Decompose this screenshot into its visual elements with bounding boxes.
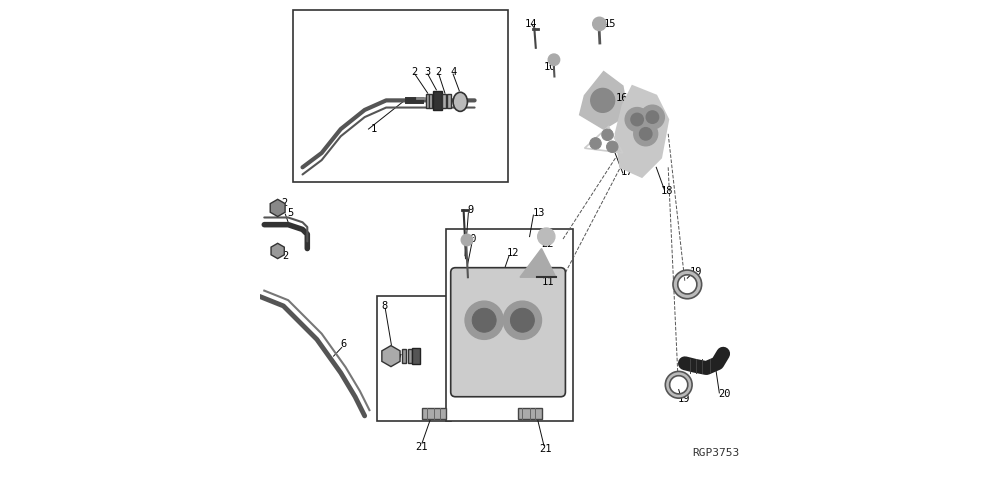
Text: 9: 9 <box>468 206 474 215</box>
Circle shape <box>592 17 606 31</box>
Text: 14: 14 <box>524 19 537 29</box>
Polygon shape <box>520 249 556 277</box>
Text: 18: 18 <box>661 186 674 196</box>
Bar <box>403 349 406 363</box>
Text: 16: 16 <box>615 93 628 103</box>
Bar <box>446 229 572 421</box>
Circle shape <box>537 228 555 245</box>
Text: 12: 12 <box>507 249 519 258</box>
Circle shape <box>465 301 503 339</box>
Text: 21: 21 <box>539 445 551 454</box>
Text: 8: 8 <box>382 301 388 311</box>
Circle shape <box>548 54 559 65</box>
Text: 19: 19 <box>690 268 702 277</box>
Text: 6: 6 <box>341 339 347 349</box>
Circle shape <box>634 122 658 146</box>
Text: 5: 5 <box>287 208 293 217</box>
Bar <box>422 408 446 419</box>
Circle shape <box>473 308 497 332</box>
Polygon shape <box>615 86 668 177</box>
Text: 13: 13 <box>532 208 545 217</box>
Circle shape <box>591 88 615 112</box>
Bar <box>413 348 420 364</box>
Circle shape <box>462 234 473 246</box>
Circle shape <box>503 301 541 339</box>
Text: 11: 11 <box>541 277 554 287</box>
Circle shape <box>631 113 643 126</box>
Text: 19: 19 <box>678 394 690 404</box>
Bar <box>517 408 541 419</box>
Ellipse shape <box>453 92 468 111</box>
Text: 7: 7 <box>396 354 402 363</box>
Circle shape <box>625 108 649 131</box>
Text: 4: 4 <box>451 67 457 76</box>
Bar <box>377 296 451 421</box>
Text: 10: 10 <box>465 234 478 244</box>
Circle shape <box>602 129 613 141</box>
Circle shape <box>606 141 618 152</box>
FancyBboxPatch shape <box>451 268 565 397</box>
Text: 2: 2 <box>281 198 288 208</box>
Circle shape <box>590 138 601 149</box>
Text: 2: 2 <box>412 67 418 76</box>
Bar <box>293 10 508 182</box>
Text: 10: 10 <box>544 62 556 72</box>
Text: 21: 21 <box>415 442 428 452</box>
Text: 2: 2 <box>282 251 289 261</box>
Circle shape <box>646 111 659 123</box>
Circle shape <box>510 308 534 332</box>
Polygon shape <box>580 72 627 129</box>
Circle shape <box>640 105 664 129</box>
Bar <box>408 349 412 363</box>
Bar <box>429 94 432 108</box>
Text: RGP3753: RGP3753 <box>692 448 740 458</box>
Text: 15: 15 <box>603 19 616 29</box>
Circle shape <box>639 128 652 140</box>
Text: 22: 22 <box>541 239 554 249</box>
Bar <box>433 91 442 110</box>
Text: 20: 20 <box>719 390 731 399</box>
Bar <box>447 94 451 108</box>
Bar <box>442 94 446 108</box>
Bar <box>426 94 429 108</box>
Text: 3: 3 <box>425 67 431 76</box>
Text: 17: 17 <box>620 167 633 177</box>
Text: 2: 2 <box>436 67 442 76</box>
Text: 1: 1 <box>371 124 377 134</box>
